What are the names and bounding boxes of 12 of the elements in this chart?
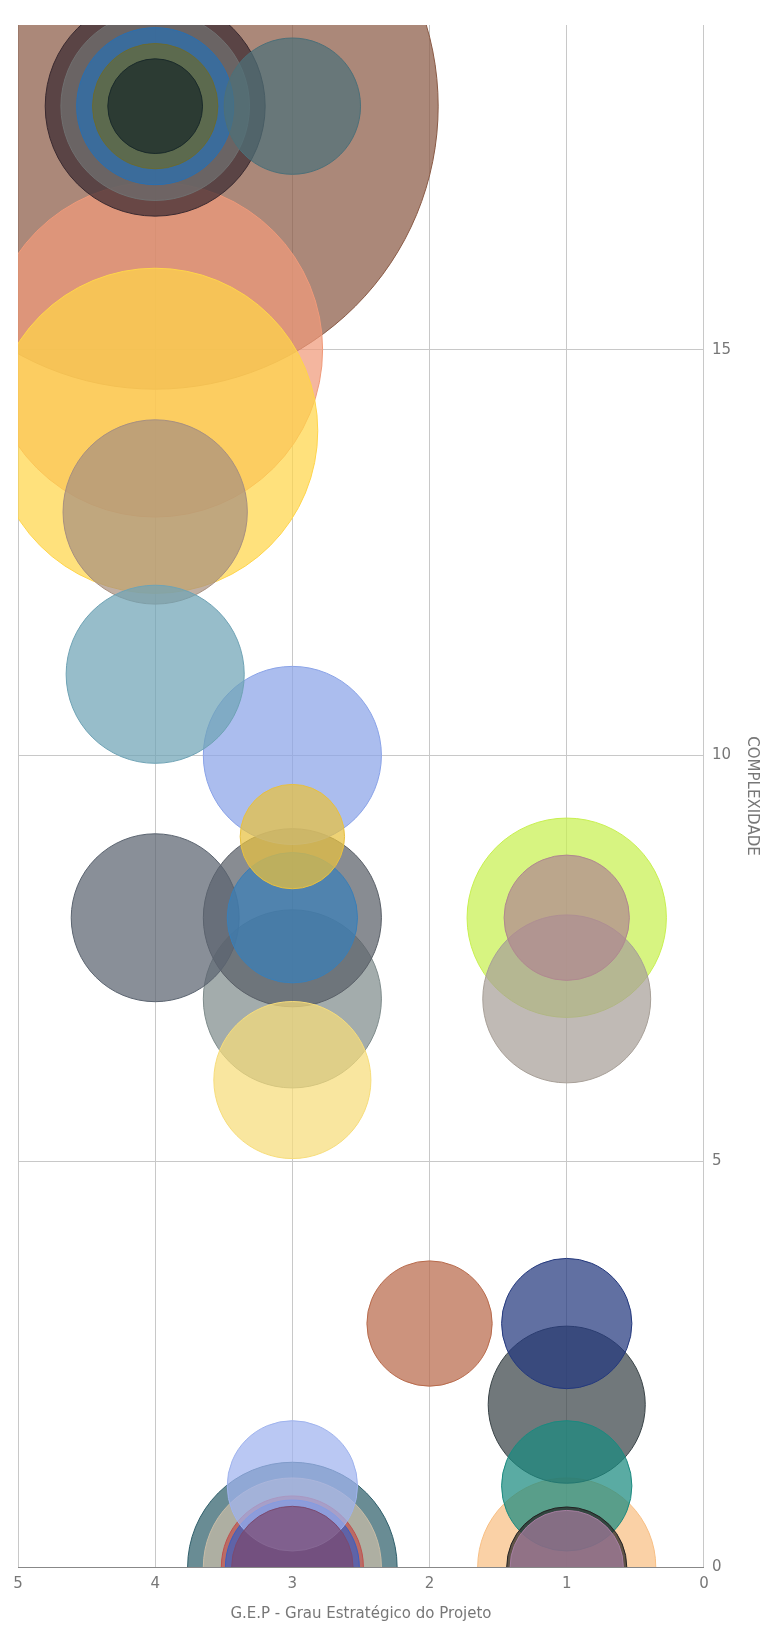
x-tick-label: 1 xyxy=(561,1573,572,1592)
x-tick-label: 3 xyxy=(287,1573,298,1592)
x-tick-label: 0 xyxy=(699,1573,709,1592)
x-axis-title: G.E.P - Grau Estratégico do Projeto xyxy=(230,1603,492,1622)
y-tick-label: 10 xyxy=(711,745,732,764)
y-tick-label: 15 xyxy=(711,339,732,358)
x-tick-label: 4 xyxy=(150,1573,160,1592)
x-tick-label: 2 xyxy=(424,1573,435,1592)
y-axis-title: COMPLEXIDADE xyxy=(744,736,763,856)
y-tick-label: 5 xyxy=(711,1151,722,1170)
x-tick-label: 5 xyxy=(13,1573,23,1592)
y-tick-label: 0 xyxy=(711,1556,722,1575)
